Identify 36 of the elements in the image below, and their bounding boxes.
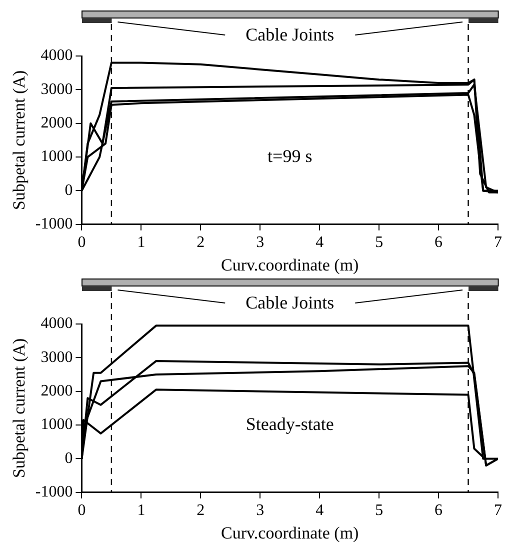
x-axis-title: Curv.coordinate (m) [221,523,359,542]
x-tick-label: 4 [316,502,324,520]
x-tick-label: 7 [494,234,502,252]
y-tick-label: 4000 [40,47,73,64]
y-tick-label: 3000 [40,80,73,98]
y-tick-label: 2000 [40,114,73,132]
annotation: Steady-state [246,414,334,434]
y-tick-label: 1000 [40,148,73,166]
x-tick-label: 2 [196,502,205,520]
x-tick-label: 4 [316,234,324,252]
x-tick-label: 6 [434,502,443,520]
x-tick-label: 1 [137,234,146,252]
x-tick-label: 0 [78,234,86,252]
x-axis-title: Curv.coordinate (m) [221,255,359,274]
y-axis-title: Subpetal current (A) [10,70,29,210]
x-tick-label: 0 [78,502,86,520]
x-tick-label: 3 [256,502,264,520]
y-tick-label: -1000 [35,484,73,501]
y-tick-label: -1000 [35,216,73,233]
x-tick-label: 5 [375,502,384,520]
x-tick-label: 3 [256,234,264,252]
y-tick-label: 2000 [40,382,73,400]
annotation: t=99 s [268,146,312,166]
y-tick-label: 0 [64,450,73,467]
x-tick-label: 7 [494,502,502,520]
y-axis-title: Subpetal current (A) [10,338,29,478]
text: Cable Joints [246,292,334,313]
y-tick-label: 1000 [40,416,73,434]
x-tick-label: 6 [434,234,443,252]
y-tick-label: 0 [64,182,73,199]
x-tick-label: 2 [196,234,205,252]
x-tick-label: 5 [375,234,384,252]
x-tick-label: 1 [137,502,146,520]
y-tick-label: 4000 [40,315,73,332]
y-tick-label: 3000 [40,348,73,366]
text: Cable Joints [246,24,334,45]
